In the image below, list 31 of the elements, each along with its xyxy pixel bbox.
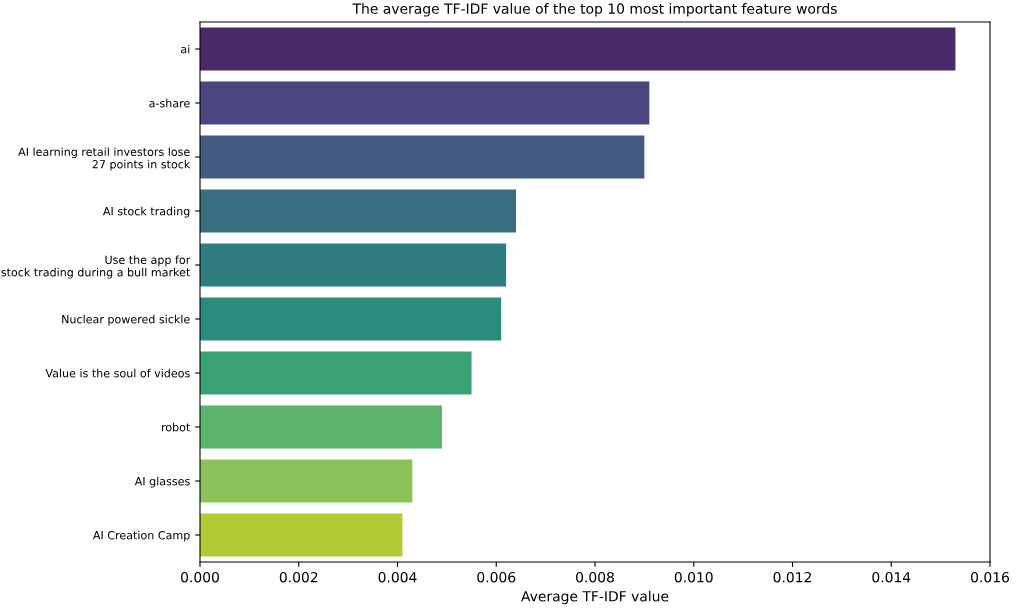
x-tick-label: 0.014 (872, 571, 911, 583)
y-tick-label: AI Creation Camp (92, 530, 190, 542)
x-tick-label: 0.004 (378, 571, 417, 583)
bar (200, 513, 403, 557)
y-tick-label: a-share (149, 98, 190, 108)
x-tick-label: 0.000 (181, 571, 219, 583)
bar (200, 459, 413, 503)
bar (200, 189, 516, 233)
x-tick-label: 0.002 (279, 571, 318, 583)
bar (200, 297, 502, 341)
y-tick-label: Nuclear powered sickle (62, 314, 190, 326)
chart-title: The average TF-IDF value of the top 10 most important feature words (352, 3, 837, 17)
bar (200, 351, 472, 395)
y-tick-label: AI stock trading (102, 206, 190, 218)
bar (200, 81, 650, 125)
x-tick-label: 0.012 (773, 571, 811, 583)
x-tick-label: 0.006 (477, 571, 516, 583)
y-tick-label: Value is the soul of videos (45, 368, 190, 378)
x-tick-label: 0.010 (674, 571, 713, 583)
y-tick-label: ai (181, 44, 190, 54)
bar (200, 243, 507, 287)
y-tick-label: Use the app for stock trading during a bull market (1, 255, 191, 279)
y-tick-label: robot (161, 422, 191, 432)
bar (200, 405, 442, 449)
x-axis-title: Average TF-IDF value (521, 590, 669, 605)
bar (200, 27, 956, 71)
y-tick-label: AI learning retail investors lose 27 points in stock (18, 147, 191, 171)
y-tick-label: AI glasses (134, 476, 190, 488)
x-tick-label: 0.008 (576, 571, 614, 583)
bar (200, 135, 645, 179)
x-tick-label: 0.016 (971, 571, 1010, 583)
